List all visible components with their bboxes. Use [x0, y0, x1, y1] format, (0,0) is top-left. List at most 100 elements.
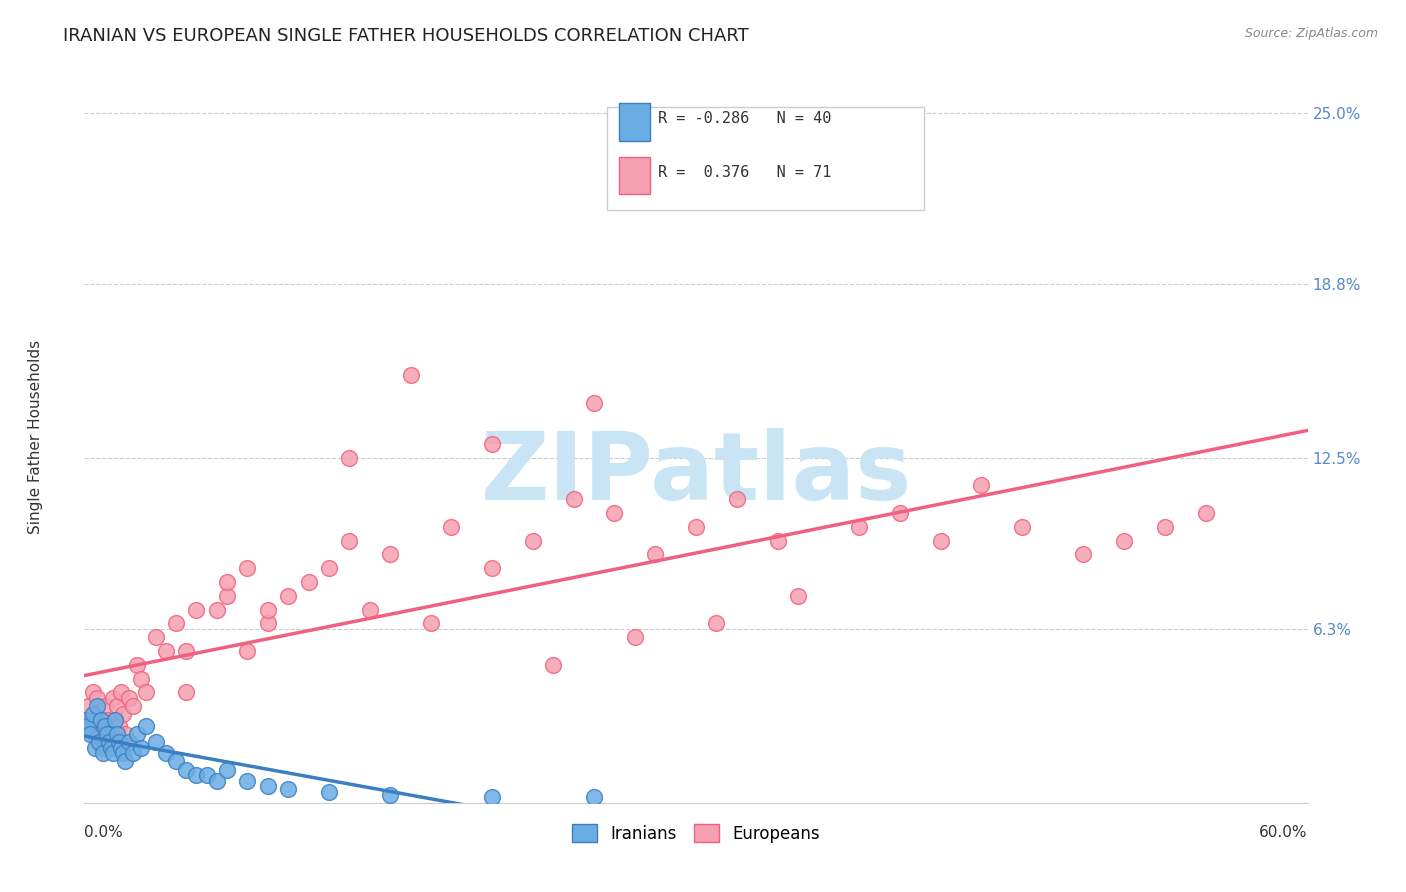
Point — [277, 782, 299, 797]
Point — [1195, 506, 1218, 520]
Point — [481, 790, 503, 805]
Point — [131, 672, 153, 686]
Point — [77, 718, 100, 732]
Point — [122, 699, 145, 714]
Point — [380, 548, 402, 562]
Point — [236, 773, 259, 788]
Text: 0.0%: 0.0% — [84, 825, 124, 839]
Point — [562, 492, 585, 507]
Point — [105, 727, 128, 741]
Point — [118, 735, 141, 749]
Point — [205, 773, 228, 788]
Point — [110, 685, 132, 699]
Legend: Iranians, Europeans: Iranians, Europeans — [565, 818, 827, 849]
Point — [97, 718, 120, 732]
Point — [970, 478, 993, 492]
Point — [186, 768, 208, 782]
Point — [889, 506, 911, 520]
Point — [420, 616, 443, 631]
Point — [90, 713, 112, 727]
Point — [399, 368, 422, 382]
Text: Single Father Households: Single Father Households — [28, 340, 44, 534]
Text: Source: ZipAtlas.com: Source: ZipAtlas.com — [1244, 27, 1378, 40]
Point — [83, 727, 105, 741]
Point — [96, 727, 118, 741]
Point — [257, 602, 280, 616]
Point — [624, 630, 647, 644]
Point — [217, 574, 239, 589]
Point — [583, 395, 606, 409]
Point — [118, 690, 141, 705]
Point — [848, 520, 870, 534]
Point — [145, 630, 167, 644]
Point — [101, 746, 124, 760]
Point — [929, 533, 952, 548]
Point — [195, 768, 218, 782]
Point — [1114, 533, 1136, 548]
Point — [93, 718, 117, 732]
Point — [145, 735, 167, 749]
Point — [787, 589, 810, 603]
Point — [112, 746, 135, 760]
Point — [90, 713, 112, 727]
Point — [155, 746, 177, 760]
Point — [104, 713, 127, 727]
Point — [105, 699, 128, 714]
Point — [543, 657, 565, 672]
Text: IRANIAN VS EUROPEAN SINGLE FATHER HOUSEHOLDS CORRELATION CHART: IRANIAN VS EUROPEAN SINGLE FATHER HOUSEH… — [63, 27, 749, 45]
Point — [75, 713, 97, 727]
Point — [165, 755, 187, 769]
Point — [108, 735, 131, 749]
Point — [318, 561, 340, 575]
Point — [104, 713, 127, 727]
Point — [77, 699, 100, 714]
Point — [127, 657, 149, 672]
Point — [236, 644, 259, 658]
Point — [86, 699, 108, 714]
Point — [110, 740, 132, 755]
Point — [217, 589, 239, 603]
Point — [1073, 548, 1095, 562]
Point — [91, 746, 114, 760]
Point — [318, 785, 340, 799]
Point — [257, 616, 280, 631]
Text: 60.0%: 60.0% — [1260, 825, 1308, 839]
Point — [91, 740, 114, 755]
Point — [766, 533, 789, 548]
Point — [82, 707, 104, 722]
Point — [522, 533, 544, 548]
Point — [359, 602, 381, 616]
Point — [165, 616, 187, 631]
Point — [277, 589, 299, 603]
Point — [685, 520, 707, 534]
Point — [127, 727, 149, 741]
Point — [87, 735, 110, 749]
Point — [135, 685, 157, 699]
Point — [155, 644, 177, 658]
Point — [339, 450, 361, 465]
Point — [217, 763, 239, 777]
Point — [176, 763, 198, 777]
Point — [186, 602, 208, 616]
Point — [82, 685, 104, 699]
Point — [101, 690, 124, 705]
Point — [481, 437, 503, 451]
Point — [87, 735, 110, 749]
Point — [122, 746, 145, 760]
Point — [380, 788, 402, 802]
Point — [176, 644, 198, 658]
Point — [83, 740, 105, 755]
Point — [114, 727, 136, 741]
Point — [112, 707, 135, 722]
Point — [725, 492, 748, 507]
Text: ZIPatlas: ZIPatlas — [481, 427, 911, 520]
Point — [706, 616, 728, 631]
Point — [100, 740, 122, 755]
Point — [644, 548, 666, 562]
Point — [1011, 520, 1033, 534]
Point — [603, 506, 626, 520]
Point — [114, 755, 136, 769]
Point — [176, 685, 198, 699]
Point — [236, 561, 259, 575]
Point — [339, 533, 361, 548]
